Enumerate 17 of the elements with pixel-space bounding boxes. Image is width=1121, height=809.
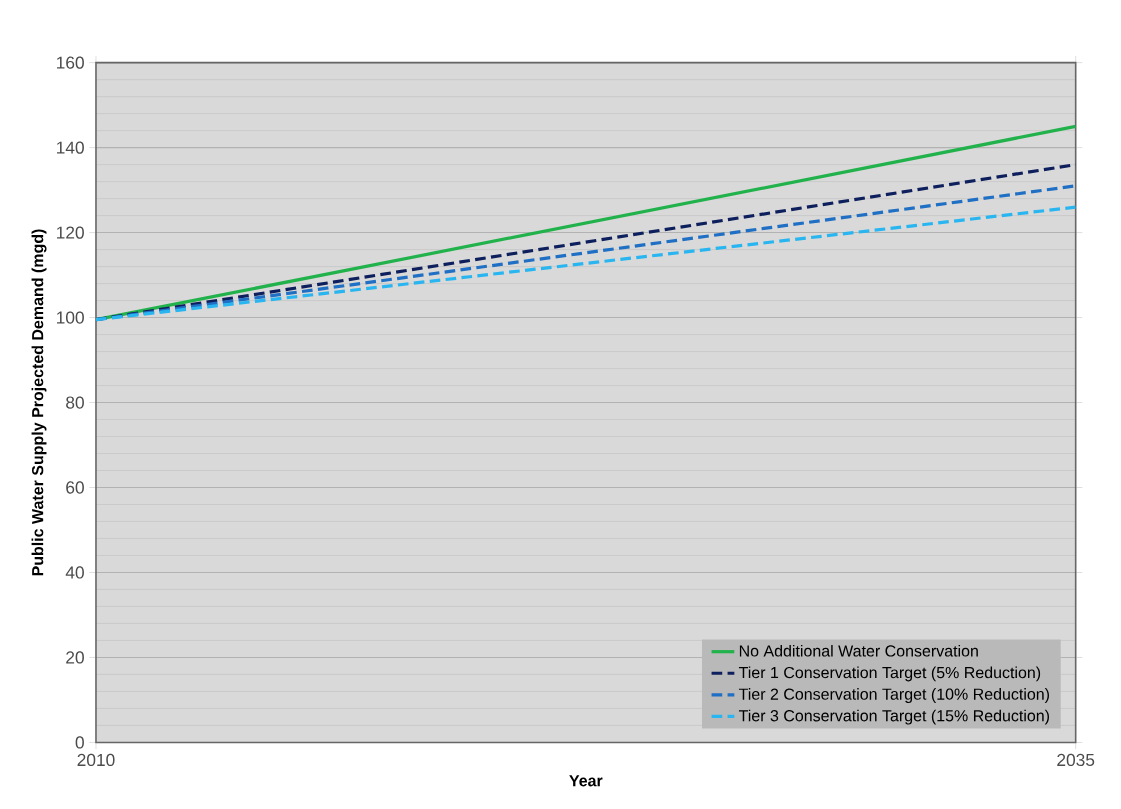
y-tick-label: 40	[65, 566, 84, 579]
y-axis-title: Public Water Supply Projected Demand (mgd)	[31, 229, 47, 576]
x-tick-label: 2035	[1057, 753, 1095, 767]
legend-label: Tier 1 Conservation Target (5% Reduction)	[738, 666, 1041, 682]
y-tick-label: 120	[57, 226, 84, 239]
y-tick-label: 80	[66, 396, 84, 409]
y-tick-label: 160	[57, 56, 84, 69]
x-axis-title: Year	[569, 775, 603, 787]
legend-label: Tier 2 Conservation Target (10% Reduction)	[738, 688, 1049, 703]
y-tick-label: 60	[66, 481, 84, 494]
y-tick-label: 140	[57, 141, 84, 154]
x-tick-label: 2010	[77, 753, 115, 767]
legend-label: No Additional Water Conservation	[739, 644, 978, 657]
y-tick-label: 20	[66, 651, 84, 664]
legend-label: Tier 3 Conservation Target (15% Reduction)	[738, 709, 1049, 725]
y-tick-label: 0	[75, 736, 84, 749]
y-tick-label: 100	[57, 311, 84, 324]
